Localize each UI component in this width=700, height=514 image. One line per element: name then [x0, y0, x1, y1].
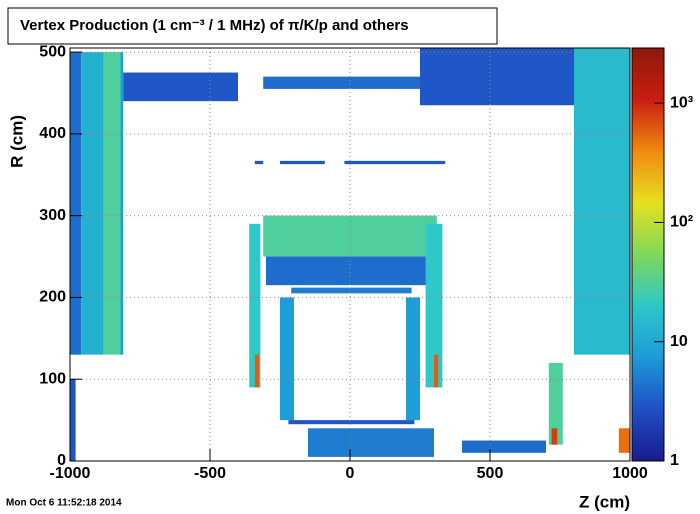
y-tick-label: 200	[39, 289, 66, 306]
color-bar-tick-label: 10³	[670, 94, 693, 111]
x-tick-label: 1000	[612, 465, 648, 482]
heatmap-cell	[425, 223, 443, 388]
title-box	[7, 7, 498, 45]
heatmap-cell	[406, 297, 420, 421]
x-tick-label: -1000	[50, 465, 91, 482]
y-tick-label: 500	[39, 43, 66, 60]
heatmap-cell	[70, 52, 82, 355]
color-bar-tick-label: 1	[670, 452, 679, 469]
x-tick-label: -500	[194, 465, 226, 482]
y-tick-label: 100	[39, 370, 66, 387]
color-bar-tick-label: 10²	[670, 214, 693, 231]
heatmap-cell	[574, 48, 630, 355]
heatmap-cell	[548, 362, 563, 445]
heatmap-cell	[280, 160, 325, 165]
y-tick-label: 400	[39, 125, 66, 142]
heatmap-cell	[344, 160, 446, 165]
timestamp: Mon Oct 6 11:52:18 2014	[6, 498, 122, 509]
heatmap-cell	[308, 428, 434, 457]
heatmap-cell	[70, 379, 76, 461]
x-tick-label: 500	[477, 465, 504, 482]
heatmap-cell	[249, 223, 261, 388]
x-tick-label: 0	[346, 465, 355, 482]
heatmap-cell	[288, 420, 415, 425]
heatmap-cell	[462, 440, 546, 453]
heatmap-cell	[618, 428, 630, 453]
heatmap-cell	[254, 160, 264, 165]
heatmap-cell	[434, 354, 439, 388]
heatmap-cell	[551, 428, 558, 445]
x-axis-label: Z (cm)	[579, 492, 630, 511]
chart-title: Vertex Production (1 cm⁻³ / 1 MHz) of π/…	[20, 17, 409, 34]
y-tick-label: 0	[57, 452, 66, 469]
color-bar	[631, 47, 665, 462]
heatmap-cell	[123, 72, 238, 102]
heatmap-cell	[280, 297, 294, 421]
heatmap-cell	[103, 52, 121, 355]
heatmap-cell	[81, 52, 104, 355]
color-bar-tick-label: 10	[670, 333, 688, 350]
heatmap-cell	[263, 76, 437, 89]
y-tick-label: 300	[39, 207, 66, 224]
heatmap-cell	[120, 52, 124, 355]
heatmap-cell	[254, 354, 259, 388]
heatmap-cell	[420, 48, 574, 106]
y-axis-label: R (cm)	[7, 115, 26, 168]
heatmap-cell	[291, 287, 412, 294]
